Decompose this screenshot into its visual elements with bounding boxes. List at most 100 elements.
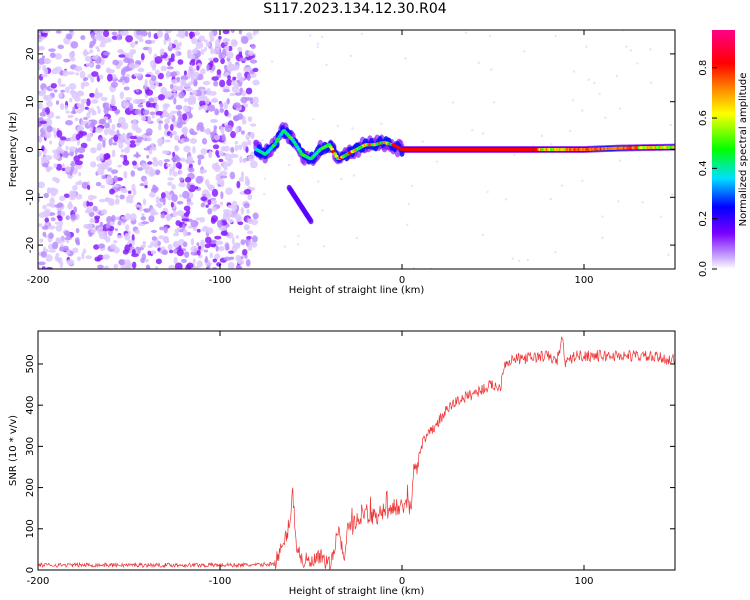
noise-blob <box>65 251 71 255</box>
noise-blob <box>130 170 136 177</box>
noise-blob <box>212 144 220 150</box>
noise-blob <box>50 187 59 196</box>
noise-blob <box>38 30 41 34</box>
noise-blob <box>169 83 174 90</box>
noise-dot <box>352 174 356 177</box>
noise-blob <box>103 128 109 136</box>
noise-blob <box>231 200 238 208</box>
noise-blob <box>125 73 130 78</box>
noise-blob <box>48 232 54 239</box>
noise-blob <box>252 103 260 108</box>
noise-blob <box>238 50 243 58</box>
noise-blob <box>131 248 136 255</box>
noise-blob <box>39 111 46 117</box>
noise-blob <box>214 253 221 260</box>
noise-blob <box>89 92 95 98</box>
noise-blob <box>159 48 165 56</box>
noise-blob <box>134 204 142 208</box>
noise-blob <box>106 73 113 82</box>
noise-blob <box>75 193 83 200</box>
noise-dot <box>617 200 620 203</box>
noise-blob <box>116 129 120 137</box>
noise-blob <box>60 210 66 217</box>
noise-blob <box>58 94 63 98</box>
noise-blob <box>155 196 160 204</box>
noise-blob <box>73 167 78 174</box>
noise-blob <box>178 91 185 99</box>
noise-blob <box>85 133 93 139</box>
noise-dot <box>554 251 557 254</box>
noise-blob <box>190 245 199 253</box>
noise-blob <box>207 262 212 266</box>
noise-blob <box>164 123 169 130</box>
noise-blob <box>246 230 254 235</box>
noise-dot <box>477 61 481 65</box>
noise-blob <box>115 216 120 221</box>
noise-blob <box>183 212 190 217</box>
noise-blob <box>57 215 63 222</box>
noise-blob <box>112 59 120 66</box>
noise-blob <box>95 46 100 50</box>
noise-blob <box>222 88 231 93</box>
noise-blob <box>251 219 259 226</box>
noise-blob <box>57 78 62 85</box>
noise-blob <box>70 41 79 49</box>
noise-blob <box>38 46 46 51</box>
noise-blob <box>110 243 117 250</box>
noise-blob <box>67 114 74 119</box>
noise-blob <box>136 30 142 37</box>
noise-blob <box>141 213 145 217</box>
noise-blob <box>46 100 54 108</box>
noise-blob <box>99 137 103 142</box>
noise-blob <box>102 254 110 260</box>
noise-blob <box>242 248 248 256</box>
noise-blob <box>215 149 219 156</box>
noise-blob <box>38 38 43 43</box>
noise-blob <box>131 261 137 269</box>
noise-blob <box>105 222 111 229</box>
noise-blob <box>130 42 136 48</box>
noise-blob <box>43 192 49 199</box>
noise-blob <box>150 75 157 82</box>
noise-blob <box>163 158 171 163</box>
noise-dot <box>296 243 300 246</box>
noise-blob <box>187 54 196 60</box>
noise-dot <box>492 101 496 104</box>
noise-dot <box>351 127 354 130</box>
spectrogram-plot <box>38 30 675 269</box>
noise-blob <box>180 79 187 85</box>
noise-blob <box>238 30 243 35</box>
noise-blob <box>120 75 127 82</box>
noise-dot <box>336 124 339 127</box>
noise-blob <box>124 233 131 241</box>
noise-blob <box>171 184 176 190</box>
noise-blob <box>79 70 86 79</box>
noise-blob <box>232 76 237 81</box>
noise-blob <box>170 166 176 173</box>
noise-blob <box>42 231 47 237</box>
noise-blob <box>38 150 42 157</box>
noise-blob <box>160 86 167 95</box>
noise-blob <box>64 104 68 111</box>
noise-blob <box>140 52 145 61</box>
noise-blob <box>119 154 125 158</box>
noise-dot <box>481 132 485 135</box>
noise-blob <box>215 240 224 246</box>
noise-blob <box>252 79 260 86</box>
noise-blob <box>129 135 138 140</box>
noise-blob <box>157 123 162 131</box>
noise-blob <box>75 72 80 76</box>
noise-blob <box>86 184 91 191</box>
noise-blob <box>38 63 42 71</box>
noise-blob <box>128 197 134 204</box>
noise-blob <box>205 192 212 199</box>
noise-blob <box>182 83 191 88</box>
noise-blob <box>215 245 219 252</box>
noise-blob <box>182 241 188 248</box>
noise-blob <box>98 118 107 125</box>
noise-blob <box>148 169 156 177</box>
top-y-tick-label: 0 <box>25 146 36 152</box>
noise-dot <box>321 209 324 212</box>
noise-dot <box>650 81 653 84</box>
noise-blob <box>53 89 58 93</box>
